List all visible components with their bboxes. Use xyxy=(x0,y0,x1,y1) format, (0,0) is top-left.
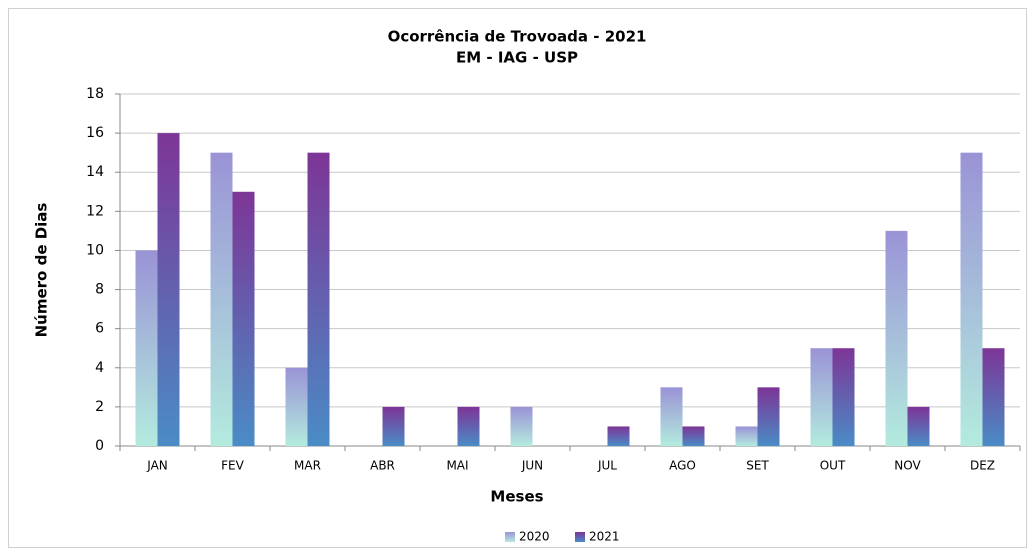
bar xyxy=(982,348,1005,446)
legend-swatch xyxy=(575,532,585,542)
y-tick-label: 16 xyxy=(86,125,104,141)
bar xyxy=(735,426,758,446)
bar xyxy=(285,367,308,446)
x-tick-label: MAR xyxy=(294,459,321,473)
y-tick-label: 6 xyxy=(95,321,104,337)
x-tick-label: OUT xyxy=(820,459,846,473)
bar xyxy=(607,426,630,446)
x-axis-title: Meses xyxy=(490,488,543,506)
x-tick-label: DEZ xyxy=(970,459,995,473)
bar xyxy=(810,348,833,446)
y-tick-label: 2 xyxy=(95,399,104,415)
chart-title: Ocorrência de Trovoada - 2021 xyxy=(388,28,647,46)
x-tick-label: NOV xyxy=(894,459,921,473)
bar xyxy=(510,406,533,446)
x-tick-label: AGO xyxy=(669,459,696,473)
bar xyxy=(135,250,158,446)
bar xyxy=(457,406,480,446)
bar xyxy=(832,348,855,446)
y-tick-label: 14 xyxy=(86,164,104,180)
y-tick-label: 10 xyxy=(86,242,104,258)
x-tick-label: ABR xyxy=(370,459,395,473)
bar xyxy=(307,152,330,446)
y-tick-label: 18 xyxy=(86,86,104,102)
bar xyxy=(960,152,983,446)
y-tick-label: 12 xyxy=(86,203,104,219)
y-tick-label: 0 xyxy=(95,438,104,454)
legend-label: 2020 xyxy=(519,530,550,544)
x-tick-label: MAI xyxy=(446,459,468,473)
y-axis-title: Número de Dias xyxy=(33,203,51,338)
legend-label: 2021 xyxy=(589,530,620,544)
x-tick-label: JUN xyxy=(521,459,543,473)
x-tick-label: JUL xyxy=(597,459,617,473)
y-tick-label: 4 xyxy=(95,360,104,376)
bar xyxy=(382,406,405,446)
bar xyxy=(157,133,180,446)
bar xyxy=(907,406,930,446)
bar xyxy=(210,152,233,446)
bar xyxy=(885,230,908,446)
bar xyxy=(660,387,683,446)
x-tick-label: JAN xyxy=(146,459,168,473)
bar xyxy=(757,387,780,446)
legend-swatch xyxy=(505,532,515,542)
bar xyxy=(232,191,255,446)
x-tick-label: FEV xyxy=(221,459,244,473)
bar xyxy=(682,426,705,446)
y-tick-label: 8 xyxy=(95,282,104,298)
x-tick-label: SET xyxy=(746,459,769,473)
chart-subtitle: EM - IAG - USP xyxy=(456,49,578,67)
